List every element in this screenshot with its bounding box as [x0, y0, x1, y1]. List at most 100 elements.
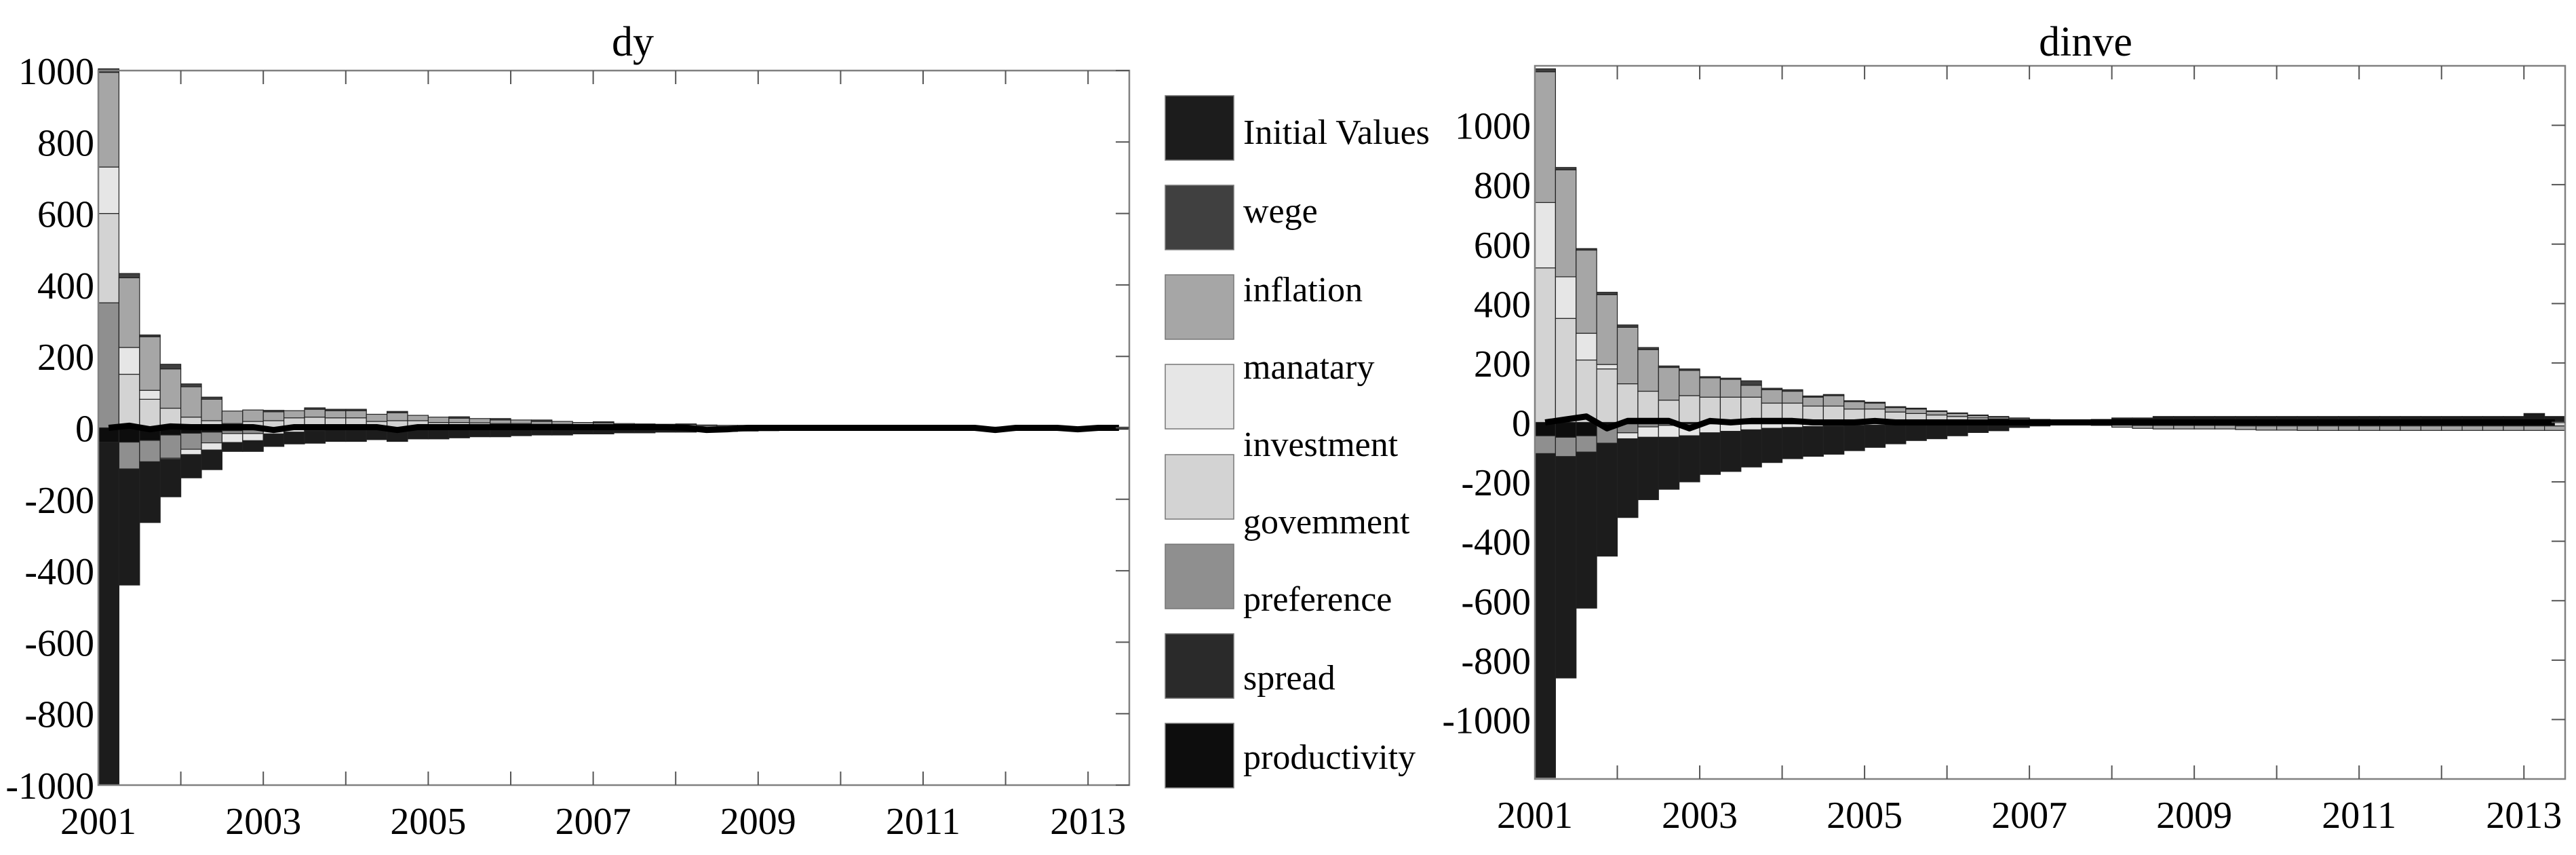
dy-bar-preference-q2 [118, 441, 140, 470]
dinve-bar-initial-values-q5 [1616, 438, 1639, 518]
dinve-bar-initial-values-q12 [1761, 428, 1783, 463]
dinve-bars [1534, 68, 2566, 778]
legend-label-preference: preference [1243, 580, 1392, 619]
dinve-bar-inflation-q50 [2544, 425, 2566, 431]
dy-y-tick-label: -400 [24, 551, 94, 593]
dy-y-tick-label: -600 [24, 622, 94, 664]
legend-swatches [1165, 95, 1234, 788]
dinve-bar-inflation-q36 [2255, 425, 2278, 431]
dinve-bar-inflation-q19 [1905, 408, 1927, 414]
dy-y-tick-label: 200 [37, 337, 94, 379]
dy-bar-investment-q1 [98, 213, 119, 303]
dinve-bar-initial-values-q20 [1926, 423, 1948, 440]
dinve-bar-investment-q6 [1637, 390, 1659, 423]
dinve-bar-inflation-q39 [2317, 425, 2339, 431]
dy-bar-initial-values-q13 [345, 429, 367, 442]
dinve-bar-inflation-q7 [1658, 366, 1680, 401]
dinve-bar-investment-q2 [1555, 318, 1577, 423]
dinve-bar-preference-q2 [1555, 436, 1577, 457]
dinve-bar-inflation-q49 [2523, 425, 2545, 431]
dy-bar-wege-q22 [530, 419, 553, 422]
dinve-bar-wege-q9 [1699, 376, 1721, 379]
dinve-bar-wege-q4 [1596, 292, 1618, 295]
dy-bar-initial-values-q9 [262, 433, 285, 447]
dy-x-tick-label: 2005 [390, 801, 466, 843]
dinve-bar-inflation-q12 [1761, 389, 1783, 404]
dinve-y-tick-label: -1000 [1442, 700, 1531, 742]
dy-bar-inflation-q7 [221, 411, 243, 424]
dy-bar-inflation-q11 [304, 408, 326, 418]
dinve-bar-inflation-q10 [1719, 379, 1742, 398]
dy-bar-wege-q15 [386, 411, 408, 413]
dinve-bar-initial-values-q17 [1864, 424, 1886, 448]
dinve-bar-initial-values-q7 [1658, 436, 1680, 490]
dy-x-tick-label: 2009 [720, 801, 796, 843]
dinve-bar-initial-values-q8 [1679, 435, 1700, 482]
legend-swatch-spread [1165, 633, 1234, 699]
legend-swatch-preference [1165, 544, 1234, 609]
dinve-bar-initial-values-q16 [1843, 425, 1865, 451]
dinve-bar-initial-values-q1 [1534, 453, 1556, 778]
dinve-bar-wege-q8 [1679, 368, 1700, 371]
dy-bar-inflation-q21 [510, 419, 532, 424]
dy-bar-inflation-q20 [489, 419, 511, 424]
dy-bar-initial-values-q10 [284, 432, 305, 444]
dinve-bar-investment-q10 [1719, 396, 1742, 423]
dy-bar-inflation-q18 [448, 417, 470, 423]
dinve-bar-inflation-q14 [1802, 396, 1824, 407]
dy-y-tick-label: 1000 [18, 51, 94, 93]
dy-bar-initial-values-q6 [201, 449, 222, 470]
dy-y-tick-label: -800 [24, 694, 94, 736]
dy-bar-initial-values-q5 [180, 454, 202, 478]
dy-bar-manatary-q5 [180, 449, 202, 455]
dinve-bar-inflation-q1 [1534, 71, 1556, 204]
legend-swatch-productivity [1165, 723, 1234, 788]
dinve-bar-wege-q13 [1781, 389, 1803, 392]
dinve-bar-inflation-q42 [2379, 425, 2401, 431]
dy-x-tick-label: 2011 [886, 801, 960, 843]
dinve-bar-inflation-q3 [1576, 249, 1597, 334]
dinve-bar-inflation-q20 [1926, 411, 1948, 416]
dy-y-tick-label: -200 [24, 480, 94, 522]
dinve-y-tick-label: 800 [1474, 165, 1531, 207]
dinve-bar-wege-q7 [1658, 365, 1680, 368]
dy-bar-investment-q2 [118, 373, 140, 429]
dy-y-tick-label: 0 [75, 408, 94, 451]
dy-bar-inflation-q2 [118, 277, 140, 348]
dy-bar-wege-q6 [201, 396, 222, 400]
legend-label-inflation: inflation [1243, 271, 1363, 309]
dy-bar-wege-q5 [180, 383, 202, 387]
dy-bar-preference-q6 [201, 432, 222, 444]
dinve-line-group [1544, 413, 2555, 432]
chart-title-dy: dy [612, 19, 654, 65]
dinve-y-tick-label: -800 [1461, 641, 1531, 683]
dinve-bar-wege-q24 [2008, 417, 2030, 419]
dinve-bar-preference-q6 [1637, 423, 1659, 428]
dinve-bar-wege-q17 [1864, 402, 1886, 404]
dinve-bar-initial-values-q15 [1822, 425, 1845, 455]
legend-label-productivity: productivity [1243, 738, 1416, 777]
dy-y-tick-label: 400 [37, 265, 94, 307]
dinve-bar-wege-q5 [1616, 324, 1639, 328]
dinve-y-tick-label: -600 [1461, 581, 1531, 623]
chart-dinve: dinve 2001 2003 2005 2007 2009 2011 2013 1000 80… [1442, 19, 2567, 837]
dinve-bar-investment-q8 [1679, 395, 1700, 423]
dinve-bar-manatary-q12 [1761, 423, 1783, 429]
dy-x-tick-label: 2007 [555, 801, 631, 843]
dinve-bar-preference-q1 [1534, 435, 1556, 455]
dy-bar-initial-values-q2 [118, 468, 140, 586]
dinve-bar-initial-values-q2 [1555, 456, 1577, 679]
dinve-bar-manatary-q2 [1555, 276, 1577, 319]
dy-bar-wege-q9 [262, 410, 285, 413]
dinve-bar-inflation-q4 [1596, 294, 1618, 365]
dinve-bar-initial-values-q6 [1637, 436, 1659, 500]
dy-bar-preference-q5 [180, 432, 202, 450]
dinve-bar-wege-q18 [1884, 406, 1907, 408]
dinve-bar-initial-values-q3 [1576, 451, 1597, 609]
dinve-bar-wege-q12 [1761, 387, 1783, 390]
dinve-bar-initial-values-q10 [1719, 431, 1742, 472]
dy-bar-inflation-q19 [469, 418, 491, 423]
dy-bar-inflation-q6 [201, 398, 222, 421]
dy-bar-wege-q29 [675, 423, 697, 425]
